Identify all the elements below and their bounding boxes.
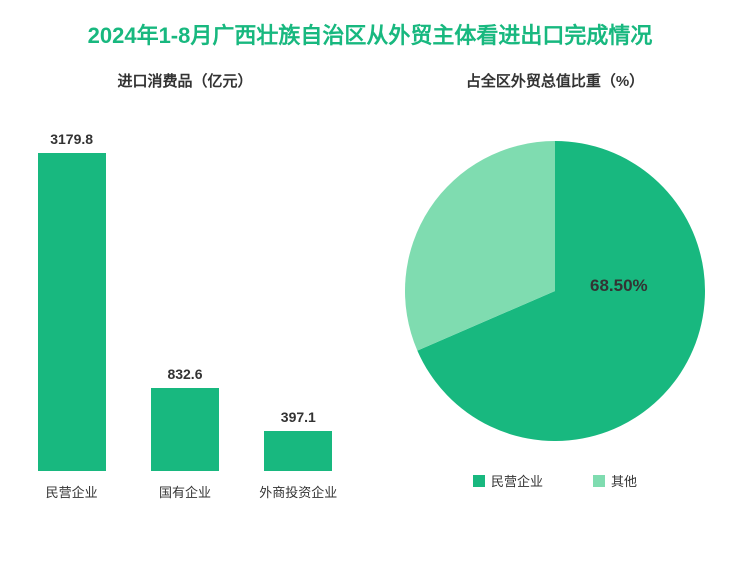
bars-group: 3179.8 832.6 397.1 — [0, 101, 370, 471]
pie-chart-panel: 占全区外贸总值比重（%） 68.50% 民营企业 其他 — [370, 50, 740, 550]
pie-chart-area: 68.50% — [405, 141, 705, 441]
bar-2: 397.1 — [248, 409, 348, 471]
bar-chart-area: 3179.8 832.6 397.1 民营企业国有企业外商投资企业 — [0, 101, 370, 501]
pie-chart-subtitle: 占全区外贸总值比重（%） — [370, 70, 740, 91]
bar-chart-panel: 进口消费品（亿元） 3179.8 832.6 397.1 民营企业国有企业外商投资企… — [0, 50, 370, 550]
bar-0: 3179.8 — [22, 131, 122, 471]
bar-x-axis: 民营企业国有企业外商投资企业 — [0, 482, 370, 501]
legend-item-0: 民营企业 — [473, 471, 543, 490]
legend-item-1: 其他 — [593, 471, 637, 490]
bar-value-label: 3179.8 — [50, 131, 93, 147]
bar-x-label: 外商投资企业 — [248, 482, 348, 501]
bar-value-label: 832.6 — [167, 366, 202, 382]
bar-x-label: 国有企业 — [135, 482, 235, 501]
pie-svg — [405, 141, 705, 441]
bar-rect — [151, 388, 219, 471]
pie-slice-label: 68.50% — [590, 276, 648, 296]
legend-swatch — [473, 475, 485, 487]
bar-1: 832.6 — [135, 366, 235, 471]
bar-rect — [264, 431, 332, 471]
pie-legend: 民营企业 其他 — [370, 471, 740, 490]
legend-label: 民营企业 — [491, 471, 543, 490]
bar-x-label: 民营企业 — [22, 482, 122, 501]
legend-swatch — [593, 475, 605, 487]
bar-value-label: 397.1 — [281, 409, 316, 425]
bar-rect — [38, 153, 106, 471]
charts-container: 进口消费品（亿元） 3179.8832.6397.1 民营企业国有企业外商投资企… — [0, 50, 740, 550]
legend-label: 其他 — [611, 471, 637, 490]
page-title: 2024年1-8月广西壮族自治区从外贸主体看进出口完成情况 — [0, 0, 740, 50]
bar-chart-subtitle: 进口消费品（亿元） — [0, 70, 370, 91]
